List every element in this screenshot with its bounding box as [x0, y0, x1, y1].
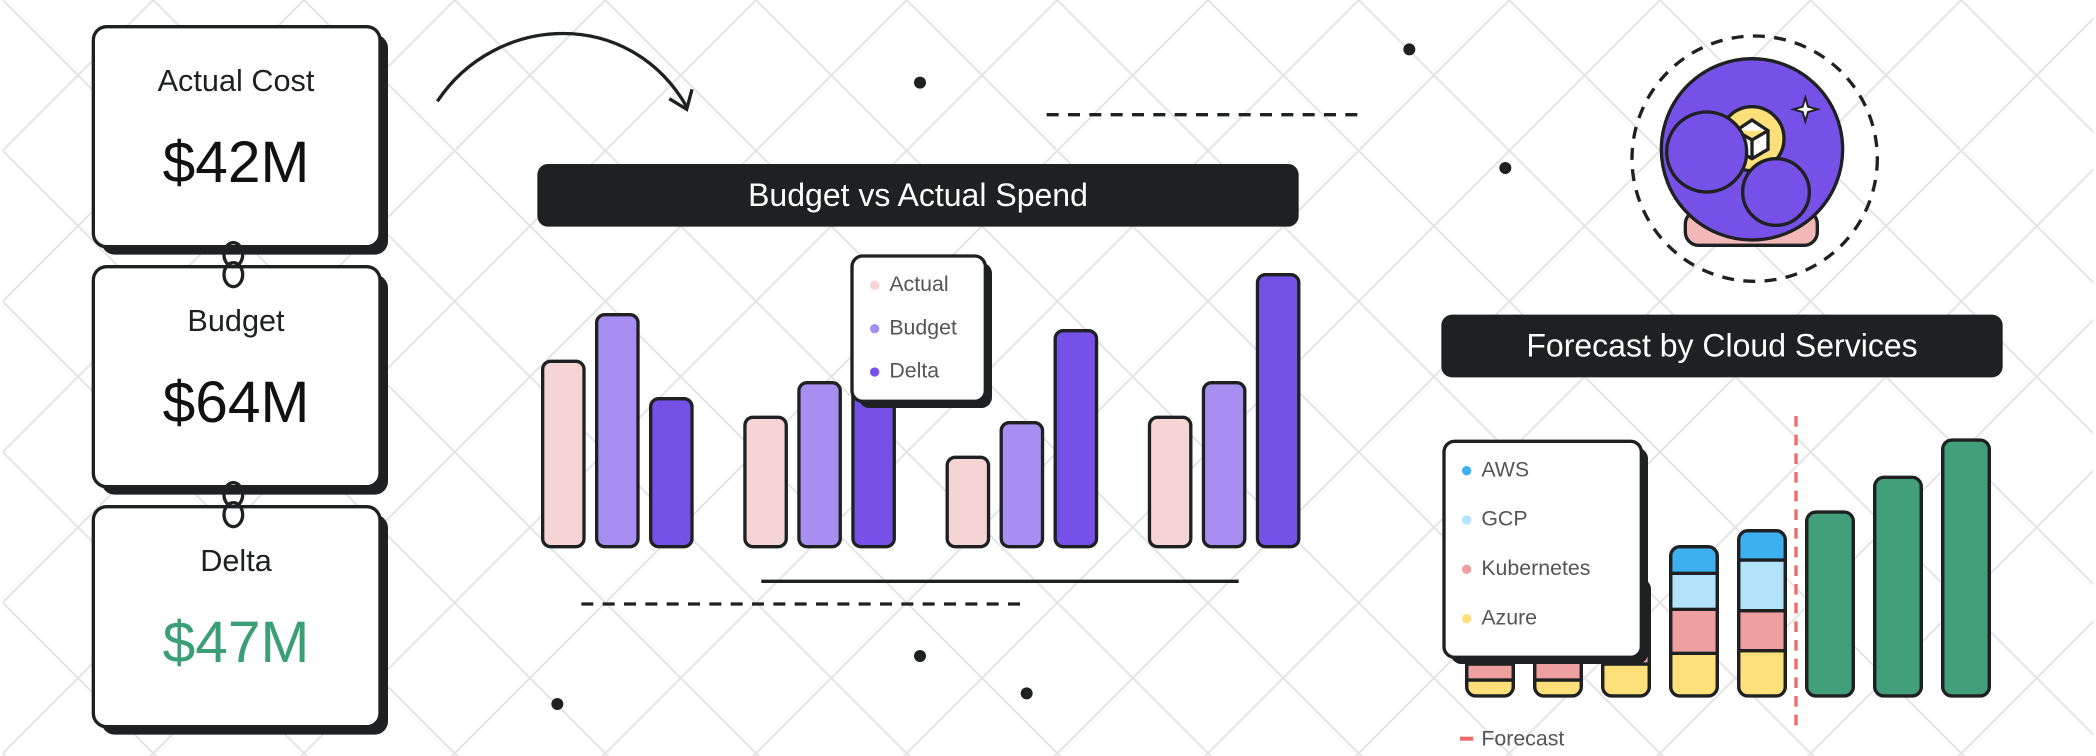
chain-link [222, 241, 245, 269]
bar-outline [1669, 544, 1719, 698]
bar-segment [1670, 546, 1718, 575]
bar [1201, 380, 1247, 549]
title-bar [537, 164, 1299, 227]
kpi-cards: Actual Cost $42M Budget $64M Delta $47M [91, 25, 388, 735]
bar-outline [1805, 510, 1855, 698]
card [91, 25, 382, 249]
chain-link [222, 260, 245, 289]
legend-swatch [1462, 466, 1472, 476]
kpi-label: Delta [200, 544, 273, 578]
stacked-bar [1806, 512, 1854, 696]
legend-swatch [870, 367, 880, 377]
legend-swatch [870, 324, 880, 334]
bar-outline [1941, 438, 1991, 698]
stacked-bar [1942, 440, 1990, 696]
legend-label: AWS [1481, 457, 1529, 481]
legend-label: Azure [1481, 605, 1537, 629]
budget-chart: Budget vs Actual Spend Actual Budget Delta [537, 164, 1301, 549]
bar-outline [1737, 528, 1787, 698]
legend-label: GCP [1481, 507, 1527, 531]
bar-segment [1670, 571, 1718, 611]
bar [648, 396, 694, 549]
legend [1442, 439, 1643, 659]
bar-segment [1738, 530, 1786, 562]
crystal-ball-illustration [1630, 34, 1879, 283]
bar-segment [1466, 662, 1514, 682]
kpi-value: $47M [163, 610, 310, 675]
kpi-label: Actual Cost [158, 64, 315, 98]
bar [540, 359, 586, 549]
kpi-label: Budget [187, 304, 285, 338]
bar [1053, 328, 1099, 549]
decor-lines [435, 32, 1367, 606]
legend-label: Kubernetes [1481, 556, 1590, 580]
title-bar [1441, 314, 2003, 378]
chain-link [222, 500, 245, 529]
bar [999, 420, 1045, 549]
bar [945, 455, 991, 549]
bar [1147, 415, 1193, 549]
stacked-bar [1670, 546, 1718, 696]
bar-segment [1602, 662, 1650, 696]
legend-label: Delta [889, 359, 939, 383]
bar [1255, 273, 1301, 549]
stacked-bar [1874, 477, 1922, 696]
bar-segment [1670, 607, 1718, 655]
bar [797, 380, 842, 549]
bar [851, 384, 896, 549]
kpi-value: $64M [163, 370, 310, 435]
chart-title: Forecast by Cloud Services [1526, 327, 1917, 363]
legend [850, 254, 987, 403]
bar-segment [1738, 558, 1786, 613]
bar-segment [1806, 512, 1854, 696]
chain-link [222, 480, 245, 509]
chart-title: Budget vs Actual Spend [748, 177, 1088, 213]
bar-segment [1738, 648, 1786, 696]
bar-segment [1670, 651, 1718, 696]
decor-dots [551, 43, 1512, 710]
legend-swatch [870, 280, 880, 290]
bar-segment [1942, 440, 1990, 696]
bar-segment [1738, 609, 1786, 653]
legend-swatch [1462, 614, 1472, 624]
bar-segment [1534, 678, 1582, 696]
legend-label: Actual [889, 272, 948, 296]
kpi-value: $42M [163, 130, 310, 195]
bar [594, 312, 640, 549]
bar [743, 415, 788, 549]
legend-label: Budget [889, 315, 957, 339]
stacked-bar [1738, 530, 1786, 696]
legend-swatch [1462, 564, 1472, 574]
bar-outline [1873, 475, 1923, 698]
legend-swatch [1462, 515, 1472, 525]
bar-segment [1534, 659, 1582, 682]
forecast-chart: Forecast by Cloud Services AWS GCP Kubernet… [1441, 314, 2003, 751]
bar-segment [1874, 477, 1922, 696]
bar-segment [1466, 678, 1514, 696]
legend-label: Forecast [1481, 727, 1564, 751]
